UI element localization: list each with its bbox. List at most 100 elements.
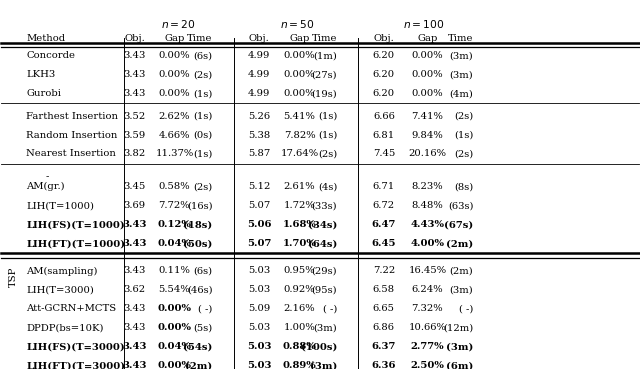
Text: 3.43: 3.43 bbox=[124, 266, 146, 276]
Text: 3.43: 3.43 bbox=[122, 342, 147, 351]
Text: 0.00%: 0.00% bbox=[412, 70, 443, 79]
Text: (3m): (3m) bbox=[310, 361, 337, 369]
Text: 7.45: 7.45 bbox=[372, 149, 395, 158]
Text: 2.50%: 2.50% bbox=[410, 361, 444, 369]
Text: Obj.: Obj. bbox=[374, 34, 394, 43]
Text: 1.68%: 1.68% bbox=[283, 220, 317, 229]
Text: $n = 100$: $n = 100$ bbox=[403, 18, 444, 30]
Text: 3.52: 3.52 bbox=[124, 111, 146, 121]
Text: Concorde: Concorde bbox=[26, 51, 76, 60]
Text: 5.12: 5.12 bbox=[248, 182, 271, 191]
Text: (8s): (8s) bbox=[454, 182, 473, 191]
Text: 0.04%: 0.04% bbox=[157, 239, 191, 248]
Text: 6.86: 6.86 bbox=[373, 323, 395, 332]
Text: (2m): (2m) bbox=[446, 239, 473, 248]
Text: 5.26: 5.26 bbox=[248, 111, 270, 121]
Text: 8.48%: 8.48% bbox=[412, 201, 443, 210]
Text: 0.00%: 0.00% bbox=[412, 89, 443, 98]
Text: 2.61%: 2.61% bbox=[284, 182, 316, 191]
Text: Gurobi: Gurobi bbox=[26, 89, 61, 98]
Text: (64s): (64s) bbox=[308, 239, 337, 248]
Text: 6.71: 6.71 bbox=[372, 182, 395, 191]
Text: (50s): (50s) bbox=[183, 239, 212, 248]
Text: 5.03: 5.03 bbox=[248, 285, 271, 294]
Text: (1s): (1s) bbox=[193, 149, 212, 158]
Text: 3.43: 3.43 bbox=[122, 361, 147, 369]
Text: 0.00%: 0.00% bbox=[159, 51, 190, 60]
Text: 5.87: 5.87 bbox=[248, 149, 271, 158]
Text: (19s): (19s) bbox=[312, 89, 337, 98]
Text: 9.84%: 9.84% bbox=[412, 131, 443, 139]
Text: Random Insertion: Random Insertion bbox=[26, 131, 118, 139]
Text: AM(sampling): AM(sampling) bbox=[26, 266, 98, 276]
Text: (4s): (4s) bbox=[318, 182, 337, 191]
Text: 0.12%: 0.12% bbox=[157, 220, 191, 229]
Text: LKH3: LKH3 bbox=[26, 70, 56, 79]
Text: 5.06: 5.06 bbox=[247, 220, 271, 229]
Text: ( -): ( -) bbox=[198, 304, 212, 313]
Text: 7.82%: 7.82% bbox=[284, 131, 316, 139]
Text: 3.62: 3.62 bbox=[124, 285, 146, 294]
Text: 4.66%: 4.66% bbox=[159, 131, 190, 139]
Text: 0.00%: 0.00% bbox=[284, 51, 316, 60]
Text: LIH(FT)(T=3000): LIH(FT)(T=3000) bbox=[26, 361, 125, 369]
Text: 5.38: 5.38 bbox=[248, 131, 271, 139]
Text: (67s): (67s) bbox=[444, 220, 473, 229]
Text: 1.70%: 1.70% bbox=[283, 239, 317, 248]
Text: 3.43: 3.43 bbox=[124, 51, 146, 60]
Text: Time: Time bbox=[448, 34, 473, 43]
Text: (6m): (6m) bbox=[446, 361, 473, 369]
Text: Method: Method bbox=[26, 34, 65, 43]
Text: 0.00%: 0.00% bbox=[157, 323, 191, 332]
Text: 0.58%: 0.58% bbox=[159, 182, 190, 191]
Text: (3m): (3m) bbox=[449, 70, 473, 79]
Text: 0.88%: 0.88% bbox=[283, 342, 316, 351]
Text: 1.72%: 1.72% bbox=[284, 201, 316, 210]
Text: Obj.: Obj. bbox=[249, 34, 269, 43]
Text: (34s): (34s) bbox=[308, 220, 337, 229]
Text: Time: Time bbox=[312, 34, 337, 43]
Text: 6.24%: 6.24% bbox=[412, 285, 443, 294]
Text: -: - bbox=[45, 172, 49, 181]
Text: (2s): (2s) bbox=[454, 149, 473, 158]
Text: 1.00%: 1.00% bbox=[284, 323, 316, 332]
Text: 11.37%: 11.37% bbox=[156, 149, 193, 158]
Text: (29s): (29s) bbox=[312, 266, 337, 276]
Text: 5.03: 5.03 bbox=[248, 323, 271, 332]
Text: LIH(FT)(T=1000): LIH(FT)(T=1000) bbox=[26, 239, 125, 248]
Text: Gap: Gap bbox=[164, 34, 184, 43]
Text: (18s): (18s) bbox=[184, 220, 212, 229]
Text: 0.00%: 0.00% bbox=[157, 304, 191, 313]
Text: LIH(T=3000): LIH(T=3000) bbox=[26, 285, 94, 294]
Text: 3.43: 3.43 bbox=[122, 220, 147, 229]
Text: 20.16%: 20.16% bbox=[408, 149, 446, 158]
Text: 6.20: 6.20 bbox=[372, 51, 395, 60]
Text: 6.20: 6.20 bbox=[372, 70, 395, 79]
Text: 2.77%: 2.77% bbox=[410, 342, 444, 351]
Text: Nearest Insertion: Nearest Insertion bbox=[26, 149, 116, 158]
Text: (33s): (33s) bbox=[312, 201, 337, 210]
Text: 0.92%: 0.92% bbox=[284, 285, 316, 294]
Text: 7.32%: 7.32% bbox=[412, 304, 443, 313]
Text: DPDP(bs=10K): DPDP(bs=10K) bbox=[26, 323, 104, 332]
Text: (63s): (63s) bbox=[448, 201, 473, 210]
Text: 7.41%: 7.41% bbox=[412, 111, 444, 121]
Text: 0.89%: 0.89% bbox=[283, 361, 316, 369]
Text: 6.20: 6.20 bbox=[372, 89, 395, 98]
Text: 3.43: 3.43 bbox=[124, 304, 146, 313]
Text: (1s): (1s) bbox=[318, 111, 337, 121]
Text: (6s): (6s) bbox=[193, 266, 212, 276]
Text: 0.95%: 0.95% bbox=[284, 266, 316, 276]
Text: (100s): (100s) bbox=[301, 342, 337, 351]
Text: 10.66%: 10.66% bbox=[408, 323, 446, 332]
Text: 3.43: 3.43 bbox=[124, 70, 146, 79]
Text: 3.43: 3.43 bbox=[124, 323, 146, 332]
Text: 6.72: 6.72 bbox=[372, 201, 395, 210]
Text: (5s): (5s) bbox=[193, 323, 212, 332]
Text: 7.72%: 7.72% bbox=[159, 201, 190, 210]
Text: (54s): (54s) bbox=[183, 342, 212, 351]
Text: 6.47: 6.47 bbox=[372, 220, 396, 229]
Text: Obj.: Obj. bbox=[124, 34, 145, 43]
Text: $n = 20$: $n = 20$ bbox=[161, 18, 196, 30]
Text: 0.00%: 0.00% bbox=[159, 70, 190, 79]
